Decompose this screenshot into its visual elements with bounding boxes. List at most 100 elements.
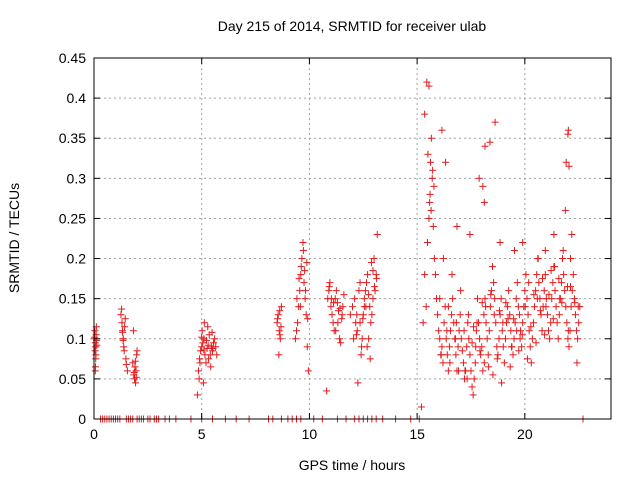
data-point (551, 287, 559, 295)
data-point (463, 375, 471, 383)
data-point (560, 271, 568, 279)
data-point (555, 311, 563, 319)
data-point (438, 126, 446, 134)
data-point (354, 379, 362, 387)
data-point (549, 279, 557, 287)
data-point (302, 311, 310, 319)
data-point (365, 335, 373, 343)
data-point (123, 367, 131, 375)
data-point (457, 287, 465, 295)
data-point (525, 279, 533, 287)
data-point (472, 343, 480, 351)
data-point (443, 327, 451, 335)
data-point (357, 351, 365, 359)
data-point (515, 347, 523, 355)
data-point (482, 319, 490, 327)
data-point (559, 255, 567, 263)
data-point (91, 333, 99, 341)
y-tick-label: 0.05 (59, 371, 86, 387)
data-point (330, 299, 338, 307)
chart-title: Day 215 of 2014, SRMTID for receiver ula… (218, 18, 487, 34)
data-point (523, 355, 531, 363)
data-point (530, 291, 538, 299)
data-point (130, 368, 138, 376)
data-point (461, 367, 469, 375)
data-point (460, 327, 468, 335)
data-point (562, 158, 570, 166)
data-point (470, 375, 478, 383)
data-point (531, 303, 539, 311)
data-point (504, 315, 512, 323)
data-point (453, 222, 461, 230)
data-point (122, 355, 130, 363)
data-point (363, 279, 371, 287)
data-point (292, 327, 300, 335)
data-point (296, 303, 304, 311)
data-point (564, 126, 572, 134)
data-point (364, 271, 372, 279)
data-point (540, 287, 548, 295)
data-point (501, 335, 509, 343)
data-point (481, 295, 489, 303)
data-point (328, 311, 336, 319)
data-point (133, 347, 141, 355)
data-point (91, 367, 99, 375)
data-point (120, 347, 128, 355)
data-point (495, 335, 503, 343)
data-point (482, 303, 490, 311)
data-point (302, 287, 310, 295)
data-point (463, 343, 471, 351)
data-point (198, 327, 206, 335)
data-point (365, 291, 373, 299)
data-point (323, 387, 331, 395)
data-point (358, 335, 366, 343)
data-point (121, 315, 129, 323)
data-point (421, 110, 429, 118)
data-point (532, 287, 540, 295)
data-point (513, 327, 521, 335)
data-point (525, 327, 533, 335)
data-point (92, 355, 100, 363)
data-point (568, 287, 576, 295)
data-point (529, 319, 537, 327)
data-point (565, 343, 573, 351)
data-point (444, 303, 452, 311)
data-point (527, 359, 535, 367)
data-point (467, 367, 475, 375)
data-point (428, 174, 436, 182)
data-point (490, 279, 498, 287)
data-point (493, 355, 501, 363)
data-point (483, 335, 491, 343)
x-tick-label: 5 (198, 426, 206, 442)
data-point (338, 311, 346, 319)
data-point (496, 239, 504, 247)
data-point (304, 367, 312, 375)
data-point (363, 343, 371, 351)
data-point (473, 319, 481, 327)
data-point (91, 347, 99, 355)
data-point (553, 319, 561, 327)
data-point (298, 255, 306, 263)
data-point (334, 319, 342, 327)
data-point (430, 182, 438, 190)
data-point (489, 371, 497, 379)
data-point (205, 355, 213, 363)
data-point (206, 351, 214, 359)
data-point (425, 82, 433, 90)
data-point (574, 335, 582, 343)
data-point (561, 206, 569, 214)
data-point (545, 291, 553, 299)
data-point (446, 359, 454, 367)
data-point (198, 333, 206, 341)
data-point (355, 287, 363, 295)
data-point (505, 287, 513, 295)
data-point (337, 339, 345, 347)
data-point (569, 271, 577, 279)
data-point (548, 295, 556, 303)
data-point (523, 295, 531, 303)
data-point (304, 315, 312, 323)
data-point (371, 287, 379, 295)
data-point (367, 259, 375, 267)
data-point (202, 359, 210, 367)
